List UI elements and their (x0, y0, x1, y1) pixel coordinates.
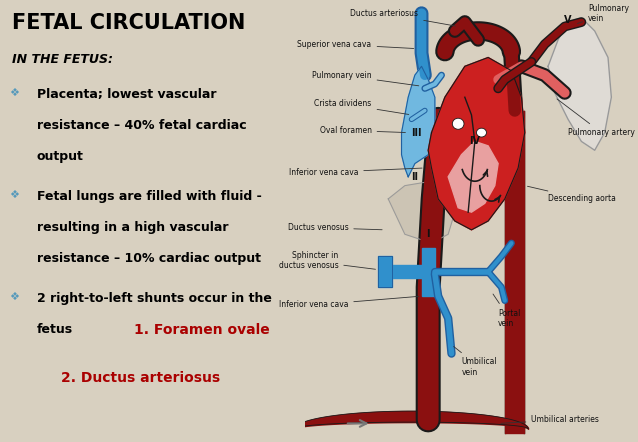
Text: Inferior vena cava: Inferior vena cava (289, 168, 422, 177)
Text: resistance – 10% cardiac output: resistance – 10% cardiac output (36, 252, 260, 265)
Polygon shape (378, 256, 392, 287)
Text: 2. Ductus arteriosus: 2. Ductus arteriosus (61, 371, 220, 385)
Text: Fetal lungs are filled with fluid -: Fetal lungs are filled with fluid - (36, 190, 262, 203)
Text: I: I (426, 229, 430, 239)
Polygon shape (422, 248, 435, 296)
Text: Placenta; lowest vascular: Placenta; lowest vascular (36, 88, 216, 101)
Text: 1. Foramen ovale: 1. Foramen ovale (134, 323, 270, 337)
Text: II: II (412, 172, 419, 182)
Text: V: V (565, 15, 572, 25)
Text: ❖: ❖ (9, 292, 19, 302)
Polygon shape (428, 57, 525, 230)
Text: FETAL CIRCULATION: FETAL CIRCULATION (12, 13, 246, 33)
Ellipse shape (477, 128, 486, 137)
Text: fetus: fetus (36, 323, 73, 335)
Text: Oval foramen: Oval foramen (320, 126, 405, 135)
Text: Pulmonary
vein: Pulmonary vein (577, 4, 629, 23)
Ellipse shape (452, 118, 464, 129)
Polygon shape (401, 66, 435, 177)
Text: Descending aorta: Descending aorta (528, 186, 616, 203)
Text: Pulmonary artery: Pulmonary artery (557, 99, 635, 137)
Text: resulting in a high vascular: resulting in a high vascular (36, 221, 228, 234)
Text: Ductus arteriosus: Ductus arteriosus (350, 9, 456, 26)
Text: 2 right-to-left shunts occur in the: 2 right-to-left shunts occur in the (36, 292, 272, 305)
Text: Pulmonary vein: Pulmonary vein (312, 71, 419, 86)
Polygon shape (448, 141, 498, 212)
Text: Inferior vena cava: Inferior vena cava (279, 297, 419, 309)
Text: Sphincter in
ductus venosus: Sphincter in ductus venosus (279, 251, 376, 271)
Polygon shape (548, 18, 611, 150)
Text: Ductus venosus: Ductus venosus (288, 223, 382, 232)
Text: IV: IV (470, 137, 480, 146)
Polygon shape (388, 181, 455, 243)
Text: ❖: ❖ (9, 190, 19, 200)
Text: output: output (36, 150, 84, 163)
Text: IN THE FETUS:: IN THE FETUS: (12, 53, 113, 66)
Text: ❖: ❖ (9, 88, 19, 99)
Text: Umbilical arteries: Umbilical arteries (501, 415, 599, 424)
Text: resistance – 40% fetal cardiac: resistance – 40% fetal cardiac (36, 119, 246, 132)
Text: Umbilical
vein: Umbilical vein (454, 347, 497, 377)
Text: Crista dividens: Crista dividens (315, 99, 409, 114)
Text: Portal
vein: Portal vein (493, 294, 521, 328)
Text: III: III (412, 128, 422, 137)
Text: Superior vena cava: Superior vena cava (297, 40, 414, 49)
Polygon shape (392, 265, 431, 278)
